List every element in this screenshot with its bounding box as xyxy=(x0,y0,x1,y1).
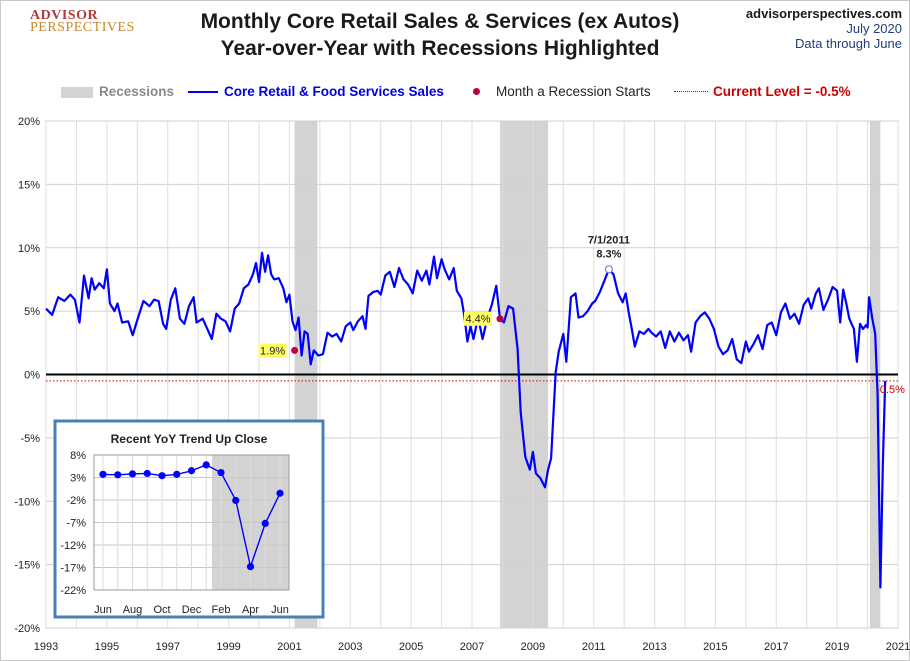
chart-title: Monthly Core Retail Sales & Services (ex… xyxy=(200,10,680,33)
source-note: Data through June xyxy=(795,36,902,51)
inset-x-tick-label: Feb xyxy=(212,604,231,616)
peak-value-label: 8.3% xyxy=(596,248,621,260)
inset-data-point xyxy=(261,519,269,528)
y-tick-label: 20% xyxy=(18,116,40,128)
inset-y-tick-label: -12% xyxy=(60,540,86,552)
legend-series-swatch xyxy=(188,91,218,93)
inset-data-point xyxy=(114,471,122,479)
y-tick-label: 10% xyxy=(18,243,40,255)
inset-data-point xyxy=(158,472,166,480)
inset-y-tick-label: -17% xyxy=(60,563,86,575)
x-tick-label: 1997 xyxy=(155,641,179,653)
logo: ADVISOR xyxy=(30,8,99,23)
x-tick-label: 2011 xyxy=(582,641,606,653)
x-tick-label: 2001 xyxy=(277,641,301,653)
y-tick-label: -5% xyxy=(20,433,40,445)
marker-label: 4.4% xyxy=(465,314,490,326)
legend-recessions-label: Recessions xyxy=(99,84,175,99)
chart-subtitle: Year-over-Year with Recessions Highlight… xyxy=(220,37,660,60)
inset-data-point xyxy=(173,470,181,478)
recession-start-marker xyxy=(496,315,504,323)
x-tick-label: 2003 xyxy=(338,641,362,653)
inset-y-tick-label: -22% xyxy=(60,585,86,597)
marker-label-bg xyxy=(463,311,492,326)
y-tick-label: 0% xyxy=(24,370,40,382)
source-date: July 2020 xyxy=(846,21,902,36)
inset-title: Recent YoY Trend Up Close xyxy=(111,432,268,446)
inset-plot-border xyxy=(93,454,290,591)
inset-data-point xyxy=(217,468,225,477)
inset-data-point xyxy=(276,489,284,497)
inset-y-tick-label: -7% xyxy=(66,518,86,530)
x-tick-label: 1993 xyxy=(34,641,58,653)
legend-current-label: Current Level = -0.5% xyxy=(713,84,851,99)
inset-data-point xyxy=(232,496,240,505)
inset-data-point xyxy=(187,467,196,475)
current-level-label: -0.5% xyxy=(876,384,905,396)
source-site: advisorperspectives.com xyxy=(745,6,902,21)
legend-marker-label: Month a Recession Starts xyxy=(496,84,651,99)
peak-date-label: 7/1/2011 xyxy=(588,234,630,246)
x-tick-label: 2017 xyxy=(764,641,788,653)
inset-y-tick-label: 8% xyxy=(70,450,86,462)
legend-series-label: Core Retail & Food Services Sales xyxy=(224,84,444,99)
x-tick-label: 2007 xyxy=(460,641,484,653)
x-tick-label: 2021 xyxy=(886,641,910,653)
series-line xyxy=(45,251,887,589)
x-tick-label: 2013 xyxy=(642,641,666,653)
inset-x-tick-label: Jun xyxy=(271,604,289,616)
inset-data-point xyxy=(99,470,107,478)
y-tick-label: 5% xyxy=(24,306,40,318)
inset-x-tick-label: Dec xyxy=(182,604,202,616)
logo-subtitle: PERSPECTIVES xyxy=(30,20,135,35)
inset-data-point xyxy=(202,461,210,469)
x-tick-label: 2015 xyxy=(703,641,727,653)
x-tick-label: 2019 xyxy=(825,641,849,653)
inset-x-tick-label: Jun xyxy=(94,604,112,616)
legend-current-swatch xyxy=(674,91,708,92)
inset-y-tick-label: 3% xyxy=(70,473,86,485)
inset-y-tick-label: -2% xyxy=(66,495,86,507)
y-tick-label: 15% xyxy=(18,179,40,191)
legend-marker-swatch xyxy=(473,88,480,95)
inset-x-tick-label: Oct xyxy=(153,604,170,616)
y-tick-label: -10% xyxy=(14,496,40,508)
y-tick-label: -15% xyxy=(14,560,40,572)
recession-start-marker xyxy=(291,346,299,354)
x-tick-label: 2005 xyxy=(399,641,423,653)
peak-marker xyxy=(604,265,614,274)
x-tick-label: 1995 xyxy=(95,641,119,653)
inset-data-point xyxy=(128,470,137,478)
marker-label: 1.9% xyxy=(260,345,285,357)
x-tick-label: 2009 xyxy=(521,641,545,653)
legend-recession-swatch xyxy=(61,87,93,98)
x-tick-label: 1999 xyxy=(216,641,240,653)
y-tick-label: -20% xyxy=(14,623,40,635)
inset-data-point xyxy=(143,469,151,478)
marker-label-bg xyxy=(258,343,287,358)
inset-x-tick-label: Apr xyxy=(242,604,259,616)
inset-data-point xyxy=(246,563,255,571)
inset-x-tick-label: Aug xyxy=(123,604,143,616)
